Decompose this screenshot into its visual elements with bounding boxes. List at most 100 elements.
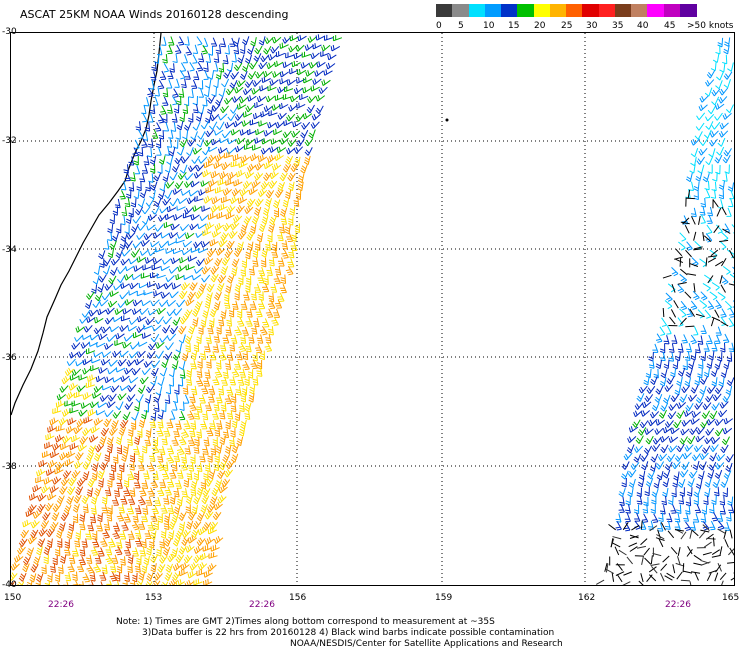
- wind-barb: [46, 538, 53, 548]
- wind-barb: [321, 79, 331, 86]
- legend-label: 35: [612, 21, 624, 31]
- wind-barb: [86, 487, 93, 498]
- wind-barb: [233, 62, 243, 72]
- wind-barb: [213, 301, 221, 311]
- wind-barb: [668, 436, 679, 444]
- wind-barb: [222, 334, 230, 344]
- wind-barb: [702, 173, 710, 183]
- wind-barb: [170, 122, 177, 132]
- wind-barb: [236, 436, 244, 447]
- wind-barb: [52, 442, 62, 451]
- wind-barb: [150, 554, 159, 564]
- wind-barb: [300, 129, 309, 139]
- wind-barb: [87, 521, 94, 532]
- wind-barb: [189, 393, 196, 403]
- wind-barb: [680, 579, 690, 582]
- wind-barb: [708, 350, 715, 361]
- wind-barb: [137, 223, 147, 231]
- wind-barb: [100, 358, 111, 366]
- wind-barb: [129, 579, 136, 585]
- wind-barb: [257, 274, 265, 284]
- wind-barb: [201, 266, 211, 275]
- wind-barb: [185, 298, 195, 307]
- wind-barb: [667, 495, 674, 506]
- wind-barb: [670, 546, 678, 555]
- wind-barb: [148, 173, 154, 183]
- wind-barb: [160, 232, 170, 239]
- wind-barb: [183, 554, 193, 564]
- wind-barb: [248, 187, 258, 196]
- wind-barb: [64, 458, 74, 467]
- wind-barb: [681, 461, 690, 471]
- wind-barb: [275, 51, 286, 58]
- wind-barb: [140, 272, 150, 279]
- wind-barb: [237, 231, 247, 240]
- wind-barb: [234, 282, 242, 293]
- wind-barb: [173, 104, 180, 114]
- wind-barb: [237, 376, 245, 386]
- wind-barb: [711, 316, 721, 322]
- wind-barb: [123, 334, 134, 342]
- wind-barb: [304, 138, 314, 147]
- wind-barb: [133, 189, 140, 199]
- wind-barb: [121, 206, 128, 217]
- wind-barb: [716, 71, 724, 81]
- wind-barb: [207, 527, 218, 535]
- wind-barb: [249, 153, 260, 162]
- wind-barb: [142, 215, 150, 225]
- wind-barb: [311, 113, 322, 121]
- wind-barb: [167, 69, 174, 80]
- wind-barb: [27, 535, 37, 545]
- wind-barb: [288, 181, 295, 192]
- wind-barb: [277, 292, 285, 303]
- wind-barb: [277, 231, 284, 242]
- wind-barb: [731, 224, 734, 234]
- wind-barb: [655, 537, 665, 541]
- wind-barb: [695, 435, 705, 443]
- wind-barb: [280, 274, 287, 285]
- wind-barb: [716, 453, 726, 462]
- wind-barb: [137, 146, 144, 157]
- wind-barb: [145, 384, 155, 394]
- wind-barb: [227, 138, 237, 145]
- wind-barb: [250, 37, 257, 47]
- wind-barb: [50, 563, 56, 573]
- wind-barb: [107, 505, 113, 515]
- wind-barb: [171, 163, 180, 173]
- wind-barb: [244, 402, 252, 412]
- wind-barb: [261, 248, 268, 258]
- wind-barb: [263, 105, 274, 113]
- wind-barb: [199, 453, 206, 463]
- wind-barb: [198, 80, 204, 90]
- wind-barb: [723, 79, 731, 89]
- wind-barb: [704, 436, 714, 445]
- wind-barb: [213, 461, 219, 472]
- wind-barb: [709, 130, 719, 138]
- wind-barb: [69, 442, 79, 451]
- wind-barb: [76, 478, 86, 487]
- wind-barb: [215, 359, 222, 370]
- wind-barb: [284, 224, 291, 235]
- wind-barb: [291, 60, 301, 68]
- wind-barb: [197, 223, 207, 230]
- wind-barb: [131, 274, 142, 281]
- wind-barb: [706, 224, 713, 235]
- wind-barb: [101, 292, 111, 301]
- wind-barb: [706, 334, 713, 345]
- wind-barb: [245, 138, 255, 146]
- wind-barb: [105, 307, 115, 315]
- wind-barb: [170, 257, 181, 265]
- wind-barb: [695, 313, 705, 318]
- wind-barb: [701, 505, 708, 515]
- wind-barb: [181, 529, 191, 539]
- wind-barb: [147, 462, 155, 472]
- wind-barb: [37, 493, 47, 502]
- wind-barb: [301, 51, 311, 58]
- wind-barb: [714, 154, 723, 164]
- wind-barb: [222, 369, 229, 379]
- wind-barb: [605, 563, 609, 573]
- wind-barb: [122, 341, 132, 349]
- wind-map[interactable]: [10, 32, 735, 586]
- wind-barb: [234, 360, 242, 370]
- wind-barb: [224, 394, 233, 405]
